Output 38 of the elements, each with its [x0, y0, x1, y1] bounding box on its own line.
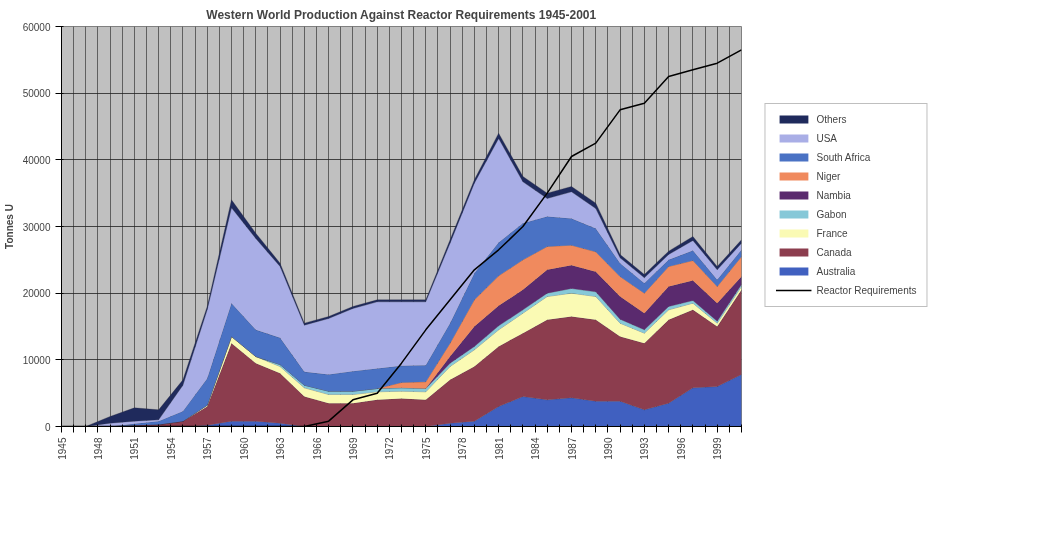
- x-tick-label: 1999: [712, 437, 724, 460]
- y-tick-label: 40000: [22, 154, 51, 166]
- x-tick-label: 1963: [275, 437, 287, 460]
- x-tick-label: 1990: [602, 437, 614, 460]
- x-tick-label: 1957: [202, 437, 214, 460]
- y-tick-label: 60000: [22, 21, 51, 33]
- y-tick-label: 30000: [22, 221, 51, 233]
- legend-label: South Africa: [816, 151, 871, 163]
- x-tick-label: 1978: [457, 437, 469, 460]
- legend-label: Australia: [816, 265, 856, 277]
- legend-label: USA: [816, 132, 838, 144]
- chart-title: Western World Production Against Reactor Requirements 1945-2001: [206, 7, 597, 22]
- y-tick-label: 50000: [22, 88, 51, 100]
- legend-label: Others: [816, 113, 847, 125]
- x-tick-label: 1975: [420, 437, 432, 460]
- x-tick-label: 1969: [347, 437, 359, 460]
- x-tick-label: 1945: [56, 437, 68, 460]
- x-tick-label: 1951: [129, 437, 141, 460]
- x-tick-label: 1966: [311, 437, 323, 460]
- legend-label: Reactor Requirements: [816, 284, 917, 296]
- legend-label: Gabon: [816, 208, 847, 220]
- legend-label: Canada: [816, 246, 852, 258]
- x-tick-label: 1954: [165, 437, 177, 460]
- legend-label: Nambia: [816, 189, 851, 201]
- legend-label: Niger: [816, 170, 841, 182]
- x-tick-label: 1981: [493, 437, 505, 460]
- y-tick-label: 20000: [22, 288, 51, 300]
- x-tick-label: 1993: [639, 437, 651, 460]
- y-tick-label: 10000: [22, 354, 51, 366]
- x-tick-label: 1948: [92, 437, 104, 460]
- legend-label: France: [816, 227, 848, 239]
- y-axis-title: Tonnes U: [3, 204, 15, 249]
- x-tick-label: 1987: [566, 437, 578, 460]
- x-tick-label: 1984: [530, 437, 542, 460]
- x-tick-label: 1972: [384, 437, 396, 460]
- x-tick-label: 1960: [238, 437, 250, 460]
- x-tick-label: 1996: [675, 437, 687, 460]
- y-tick-label: 0: [44, 421, 51, 433]
